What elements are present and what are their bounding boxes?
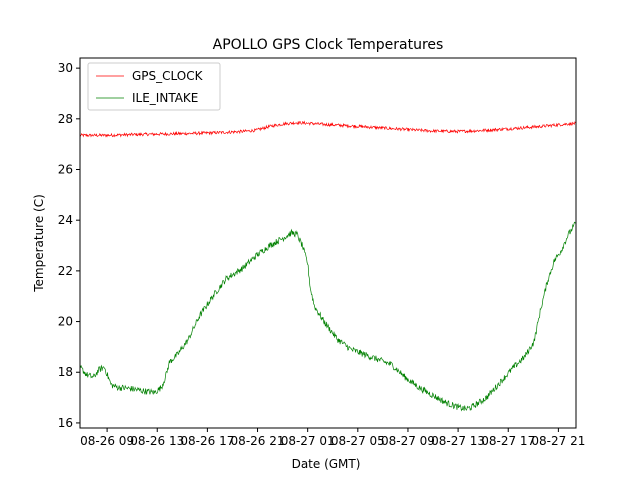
y-tick-label: 24	[58, 213, 73, 227]
chart-title: APOLLO GPS Clock Temperatures	[213, 37, 444, 53]
y-tick-label: 22	[58, 264, 73, 278]
x-tick-label: 08-27 09	[381, 434, 435, 448]
x-tick-label: 08-26 17	[180, 434, 234, 448]
x-tick-label: 08-26 21	[231, 434, 285, 448]
series-line-gps-clock	[79, 120, 577, 138]
x-tick-label: 08-27 17	[481, 434, 535, 448]
series-line-ile-intake	[79, 221, 577, 412]
x-axis-label: Date (GMT)	[292, 457, 361, 471]
x-tick-label: 08-27 13	[431, 434, 485, 448]
y-tick-label: 26	[58, 163, 73, 177]
y-tick-label: 18	[58, 365, 73, 379]
x-tick-label: 08-26 13	[130, 434, 184, 448]
legend: GPS_CLOCK ILE_INTAKE	[87, 62, 221, 111]
y-tick-label: 28	[58, 112, 73, 126]
plot-frame	[79, 57, 577, 429]
x-tick-label: 08-27 21	[531, 434, 585, 448]
legend-label-gps-clock: GPS_CLOCK	[132, 69, 204, 83]
x-tick-label: 08-26 09	[80, 434, 134, 448]
y-tick-label: 30	[58, 61, 73, 75]
y-tick-label: 20	[58, 315, 73, 329]
y-tick-label: 16	[58, 416, 73, 430]
y-axis-label: Temperature (C)	[32, 194, 46, 293]
plot-area	[79, 120, 577, 412]
x-tick-label: 08-27 05	[331, 434, 385, 448]
legend-label-ile-intake: ILE_INTAKE	[132, 91, 198, 105]
y-axis: 16 18 20 22 24 26 28 30	[58, 61, 80, 430]
x-tick-label: 08-27 01	[281, 434, 335, 448]
